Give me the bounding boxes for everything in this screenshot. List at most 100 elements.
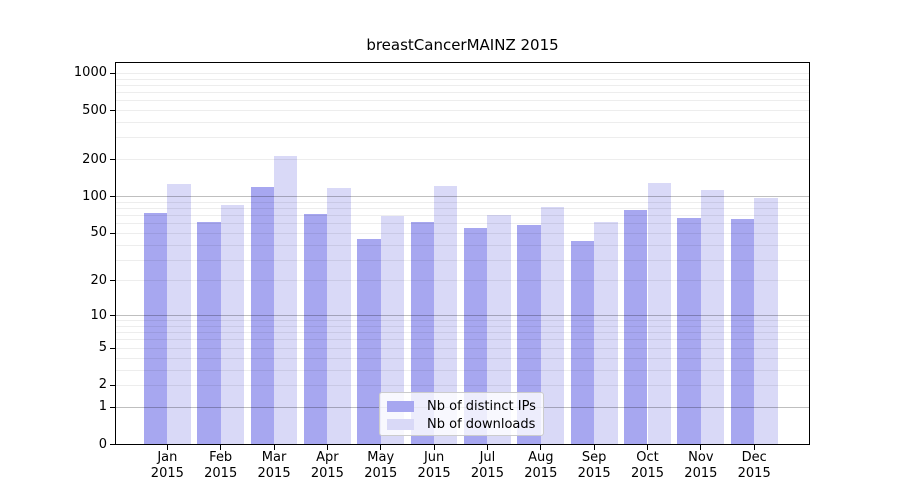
x-tick-year: 2015: [577, 465, 611, 481]
gridline-minor: [115, 332, 810, 334]
y-axis-tick: [110, 280, 115, 282]
x-tick-month: Sep: [581, 449, 607, 465]
bar-downloads-dec: [754, 198, 778, 445]
legend-swatch-downloads: [387, 419, 414, 430]
x-tick-label: Oct 2015: [616, 450, 680, 482]
y-axis-tick: [110, 196, 115, 198]
x-tick-label: Feb 2015: [189, 450, 253, 482]
x-tick-label: Jun 2015: [402, 450, 466, 482]
x-axis-tick: [433, 445, 435, 450]
x-tick-label: Aug 2015: [509, 450, 573, 482]
gridline-minor: [115, 201, 810, 203]
bar-distinct-ips-jun: [410, 221, 435, 445]
bar-downloads-jan: [167, 183, 191, 445]
y-tick-label: 1: [98, 399, 107, 415]
y-tick-label: 10: [90, 307, 107, 323]
y-tick-label: 500: [82, 102, 107, 118]
bar-distinct-ips-aug: [517, 225, 541, 445]
x-tick-month: Apr: [316, 449, 339, 465]
y-axis-tick: [110, 384, 115, 386]
bar-distinct-ips-jul: [464, 228, 488, 445]
x-tick-label: Sep 2015: [562, 450, 626, 482]
gridline-minor: [115, 92, 810, 93]
chart-title: breastCancerMAINZ 2015: [366, 36, 559, 54]
legend-entry-downloads: Nb of downloads: [387, 416, 543, 433]
gridline-minor: [115, 280, 810, 282]
gridline-major: [115, 196, 810, 198]
y-axis-tick: [110, 347, 115, 349]
x-tick-label: Nov 2015: [669, 450, 733, 482]
legend-label-downloads: Nb of downloads: [427, 417, 536, 432]
gridline-minor: [115, 223, 810, 225]
x-tick-year: 2015: [364, 465, 398, 481]
y-axis-tick: [110, 72, 115, 74]
gridline-minor: [115, 320, 810, 322]
bar-downloads-aug: [540, 207, 565, 445]
x-tick-year: 2015: [310, 465, 344, 481]
y-tick-label: 50: [90, 225, 107, 241]
y-axis-tick: [110, 159, 115, 161]
gridline-minor: [115, 78, 810, 80]
bar-distinct-ips-mar: [250, 186, 275, 445]
x-axis-tick: [273, 445, 275, 450]
x-axis-tick: [647, 445, 648, 450]
x-tick-year: 2015: [684, 465, 718, 481]
x-tick-year: 2015: [524, 465, 558, 481]
gridline-minor: [115, 72, 810, 74]
bar-distinct-ips-dec: [730, 219, 755, 445]
x-tick-month: Oct: [636, 449, 659, 465]
gridline-minor: [115, 207, 810, 209]
gridline-minor: [115, 244, 810, 246]
x-tick-month: Jul: [479, 449, 496, 465]
x-tick-label: May 2015: [349, 450, 413, 482]
x-axis-tick: [486, 445, 488, 450]
gridline-minor: [115, 357, 810, 359]
x-tick-month: Nov: [688, 449, 714, 465]
bar-downloads-jul: [487, 214, 511, 445]
gridline-minor: [115, 369, 810, 371]
y-tick-label: 1000: [73, 65, 107, 81]
y-axis-tick: [110, 110, 115, 112]
bar-distinct-ips-oct: [624, 209, 648, 445]
gridline-minor: [115, 215, 810, 216]
gridline-minor: [115, 84, 810, 86]
y-axis-tick: [110, 444, 115, 445]
x-tick-label: Apr 2015: [295, 450, 359, 482]
x-axis-tick: [540, 445, 542, 450]
x-axis-tick: [326, 445, 328, 450]
x-tick-year: 2015: [470, 465, 504, 481]
bar-downloads-nov: [700, 190, 725, 445]
y-tick-label: 200: [82, 151, 107, 167]
bar-distinct-ips-nov: [677, 217, 701, 445]
bar-downloads-feb: [220, 205, 245, 445]
gridline-minor: [115, 232, 810, 234]
x-axis-tick: [380, 445, 382, 450]
gridline-minor: [115, 347, 810, 349]
bar-distinct-ips-jan: [143, 213, 168, 445]
bar-downloads-apr: [327, 188, 351, 445]
gridline-minor: [115, 100, 810, 102]
y-tick-label: 2: [98, 377, 107, 393]
legend-swatch-distinct-ips: [387, 401, 414, 412]
y-tick-label: 20: [90, 272, 107, 288]
bar-downloads-may: [380, 215, 405, 445]
x-tick-month: Dec: [741, 449, 767, 465]
bar-downloads-jun: [434, 185, 458, 445]
x-tick-year: 2015: [150, 465, 184, 481]
x-tick-label: Jul 2015: [455, 450, 519, 482]
bar-distinct-ips-feb: [197, 221, 221, 445]
y-tick-label: 100: [82, 188, 107, 204]
gridline-minor: [115, 384, 810, 386]
x-axis-tick: [220, 445, 222, 450]
x-tick-year: 2015: [204, 465, 238, 481]
x-tick-month: May: [367, 449, 395, 465]
bar-downloads-sep: [594, 221, 618, 445]
legend-label-distinct-ips: Nb of distinct IPs: [427, 399, 536, 414]
gridline-minor: [115, 259, 810, 261]
x-axis-tick: [593, 445, 595, 450]
x-tick-month: Aug: [528, 449, 554, 465]
legend-entry-distinct-ips: Nb of distinct IPs: [387, 398, 543, 415]
x-tick-month: Feb: [209, 449, 233, 465]
y-axis-tick: [110, 232, 115, 234]
